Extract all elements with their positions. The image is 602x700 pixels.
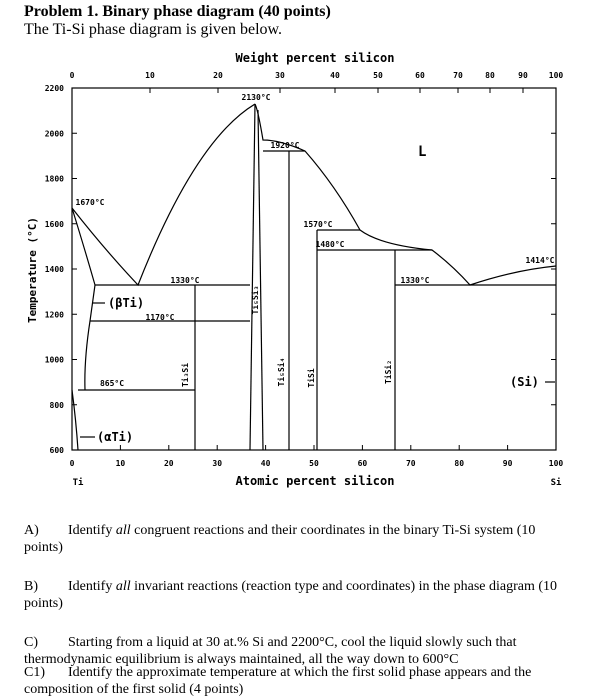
bottom-tick-label: 10 [116,459,126,468]
region-label: L [418,144,426,160]
bottom-tick-label: 60 [358,459,368,468]
temperature-label: 1170°C [146,313,175,322]
question-text: Starting from a liquid at 30 at.% Si and… [24,635,517,667]
question-em: all [115,579,131,594]
phase-label: TiSi₂ [383,360,393,384]
left-tick-label: 1600 [45,220,64,229]
question: C) Starting from a liquid at 30 at.% Si a… [24,634,569,668]
question-label: B) [24,579,38,594]
temperature-label: 1670°C [76,198,105,207]
question-before: Identify [68,579,116,594]
phase-label: Ti₅Si₄ [276,358,286,387]
temperature-label: 1570°C [304,220,333,229]
bottom-axis-title: Atomic percent silicon [236,474,395,488]
top-tick-label: 90 [518,71,528,80]
left-tick-label: 1400 [45,265,64,274]
question-after: invariant reactions (reaction type and c… [24,579,558,611]
bottom-tick-label: 0 [70,459,75,468]
region-label: (αTi) [97,430,133,444]
question-em: all [115,523,131,538]
left-axis-title: Temperature (°C) [26,217,39,323]
question-label: C1) [24,665,45,680]
top-tick-label: 0 [70,71,75,80]
top-tick-label: 70 [453,71,463,80]
bottom-tick-label: 80 [454,459,464,468]
top-tick-label: 60 [415,71,425,80]
bottom-tick-label: 20 [164,459,174,468]
region-label: (Si) [510,375,539,389]
question: A) Identify all congruent reactions and t… [24,522,569,556]
temperature-label: 2130°C [242,93,271,102]
phase-label: Ti₃Si [180,363,190,387]
bottom-tick-label: 90 [503,459,513,468]
top-tick-label: 50 [373,71,383,80]
phase-diagram: Weight percent silicon 0 10 20 30 40 50 60 70 80 9… [26,51,564,488]
left-tick-label: 600 [50,446,65,455]
temperature-label: 865°C [100,379,124,388]
bottom-tick-label: 70 [406,459,416,468]
top-tick-label: 80 [485,71,495,80]
left-tick-label: 2200 [45,84,64,93]
bottom-tick-label: 40 [261,459,271,468]
phase-label: Ti₅Si₃ [250,286,260,315]
question-text: Identify the approximate temperature at … [24,665,532,697]
question: C1) Identify the approximate temperature … [24,664,569,698]
top-tick-label: 20 [213,71,223,80]
left-tick-label: 1200 [45,310,64,319]
top-tick-label: 40 [330,71,340,80]
question-label: A) [24,523,39,538]
phase-label: TiSi [306,368,316,387]
left-tick-label: 1000 [45,356,64,365]
bottom-tick-label: 100 [549,459,564,468]
temperature-label: 1920°C [271,141,300,150]
temperature-label: 1480°C [316,240,345,249]
top-axis-title: Weight percent silicon [236,51,395,65]
top-tick-label: 30 [275,71,285,80]
subtitle: The Ti-Si phase diagram is given below. [24,21,283,38]
temperature-label: 1330°C [171,276,200,285]
top-tick-label: 100 [549,71,564,80]
left-tick-label: 2000 [45,129,64,138]
temperature-label: 1330°C [401,276,430,285]
left-tick-label: 800 [50,401,65,410]
bottom-tick-label: 30 [212,459,222,468]
question-label: C) [24,635,38,650]
element-label: Ti [73,477,84,488]
left-tick-label: 1800 [45,175,64,184]
question-after: congruent reactions and their coordinate… [24,523,536,555]
question-before: Identify [68,523,116,538]
region-label: (βTi) [108,296,144,310]
element-label: Si [551,477,562,488]
top-tick-label: 10 [145,71,155,80]
question: B) Identify all invariant reactions (reac… [24,578,569,612]
temperature-label: 1414°C [526,256,555,265]
title: Problem 1. Binary phase diagram (40 poin… [24,3,331,20]
diagram-lines [71,87,557,451]
bottom-tick-label: 50 [309,459,319,468]
